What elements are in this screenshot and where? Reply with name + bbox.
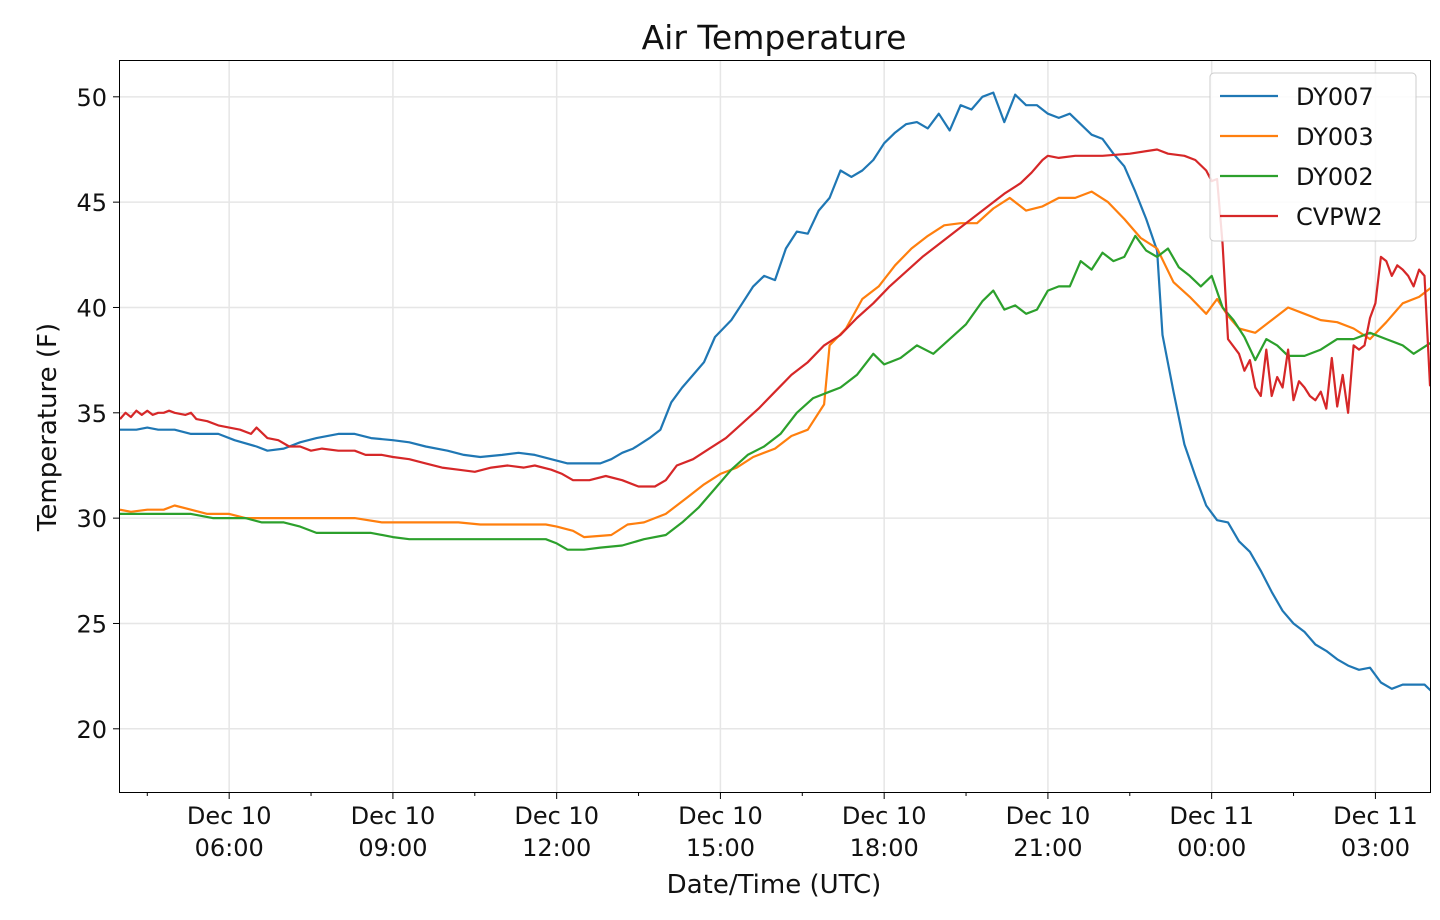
series-line-dy007 (120, 91, 1430, 692)
series-line-dy002 (120, 234, 1430, 551)
y-tick-label: 25 (76, 610, 107, 638)
x-tick-label-time: 15:00 (686, 834, 755, 862)
legend: DY007 DY003 DY002 CVPW2 (1209, 72, 1417, 242)
y-axis-label: Temperature (F) (33, 323, 63, 532)
series-line-dy003 (120, 190, 1430, 539)
x-tick-label-date: Dec 10 (678, 802, 763, 830)
x-tick-label-date: Dec 10 (187, 802, 272, 830)
x-tick-label-time: 21:00 (1013, 834, 1082, 862)
axis-ticks: 20 25 30 35 40 45 50 Dec 10 06:00 Dec 10 09:00 Dec … (76, 84, 1417, 862)
x-tick-label-time: 09:00 (358, 834, 427, 862)
x-tick-label-date: Dec 10 (1006, 802, 1091, 830)
x-tick-label-time: 00:00 (1177, 834, 1246, 862)
x-tick-label-date: Dec 10 (514, 802, 599, 830)
y-tick-label: 40 (76, 294, 107, 322)
chart-title: Air Temperature (642, 18, 907, 57)
series-line-cvpw2 (120, 148, 1430, 488)
x-tick-label-time: 18:00 (850, 834, 919, 862)
legend-label-dy007: DY007 (1296, 83, 1374, 111)
y-tick-label: 45 (76, 189, 107, 217)
y-tick-label: 50 (76, 84, 107, 112)
y-tick-label: 20 (76, 716, 107, 744)
legend-label-dy002: DY002 (1296, 163, 1374, 191)
plot-frame (119, 60, 1431, 793)
x-axis-label: Date/Time (UTC) (667, 870, 882, 900)
legend-label-dy003: DY003 (1296, 123, 1374, 151)
x-tick-label-date: Dec 11 (1333, 802, 1418, 830)
x-tick-label-time: 03:00 (1341, 834, 1410, 862)
legend-label-cvpw2: CVPW2 (1296, 203, 1383, 231)
y-tick-label: 35 (76, 400, 107, 428)
y-tick-label: 30 (76, 505, 107, 533)
x-tick-label-date: Dec 10 (842, 802, 927, 830)
series-lines (120, 91, 1430, 692)
x-tick-label-date: Dec 10 (351, 802, 436, 830)
legend-box (1209, 72, 1417, 242)
x-tick-label-date: Dec 11 (1169, 802, 1254, 830)
x-tick-label-time: 12:00 (522, 834, 591, 862)
x-tick-label-time: 06:00 (195, 834, 264, 862)
